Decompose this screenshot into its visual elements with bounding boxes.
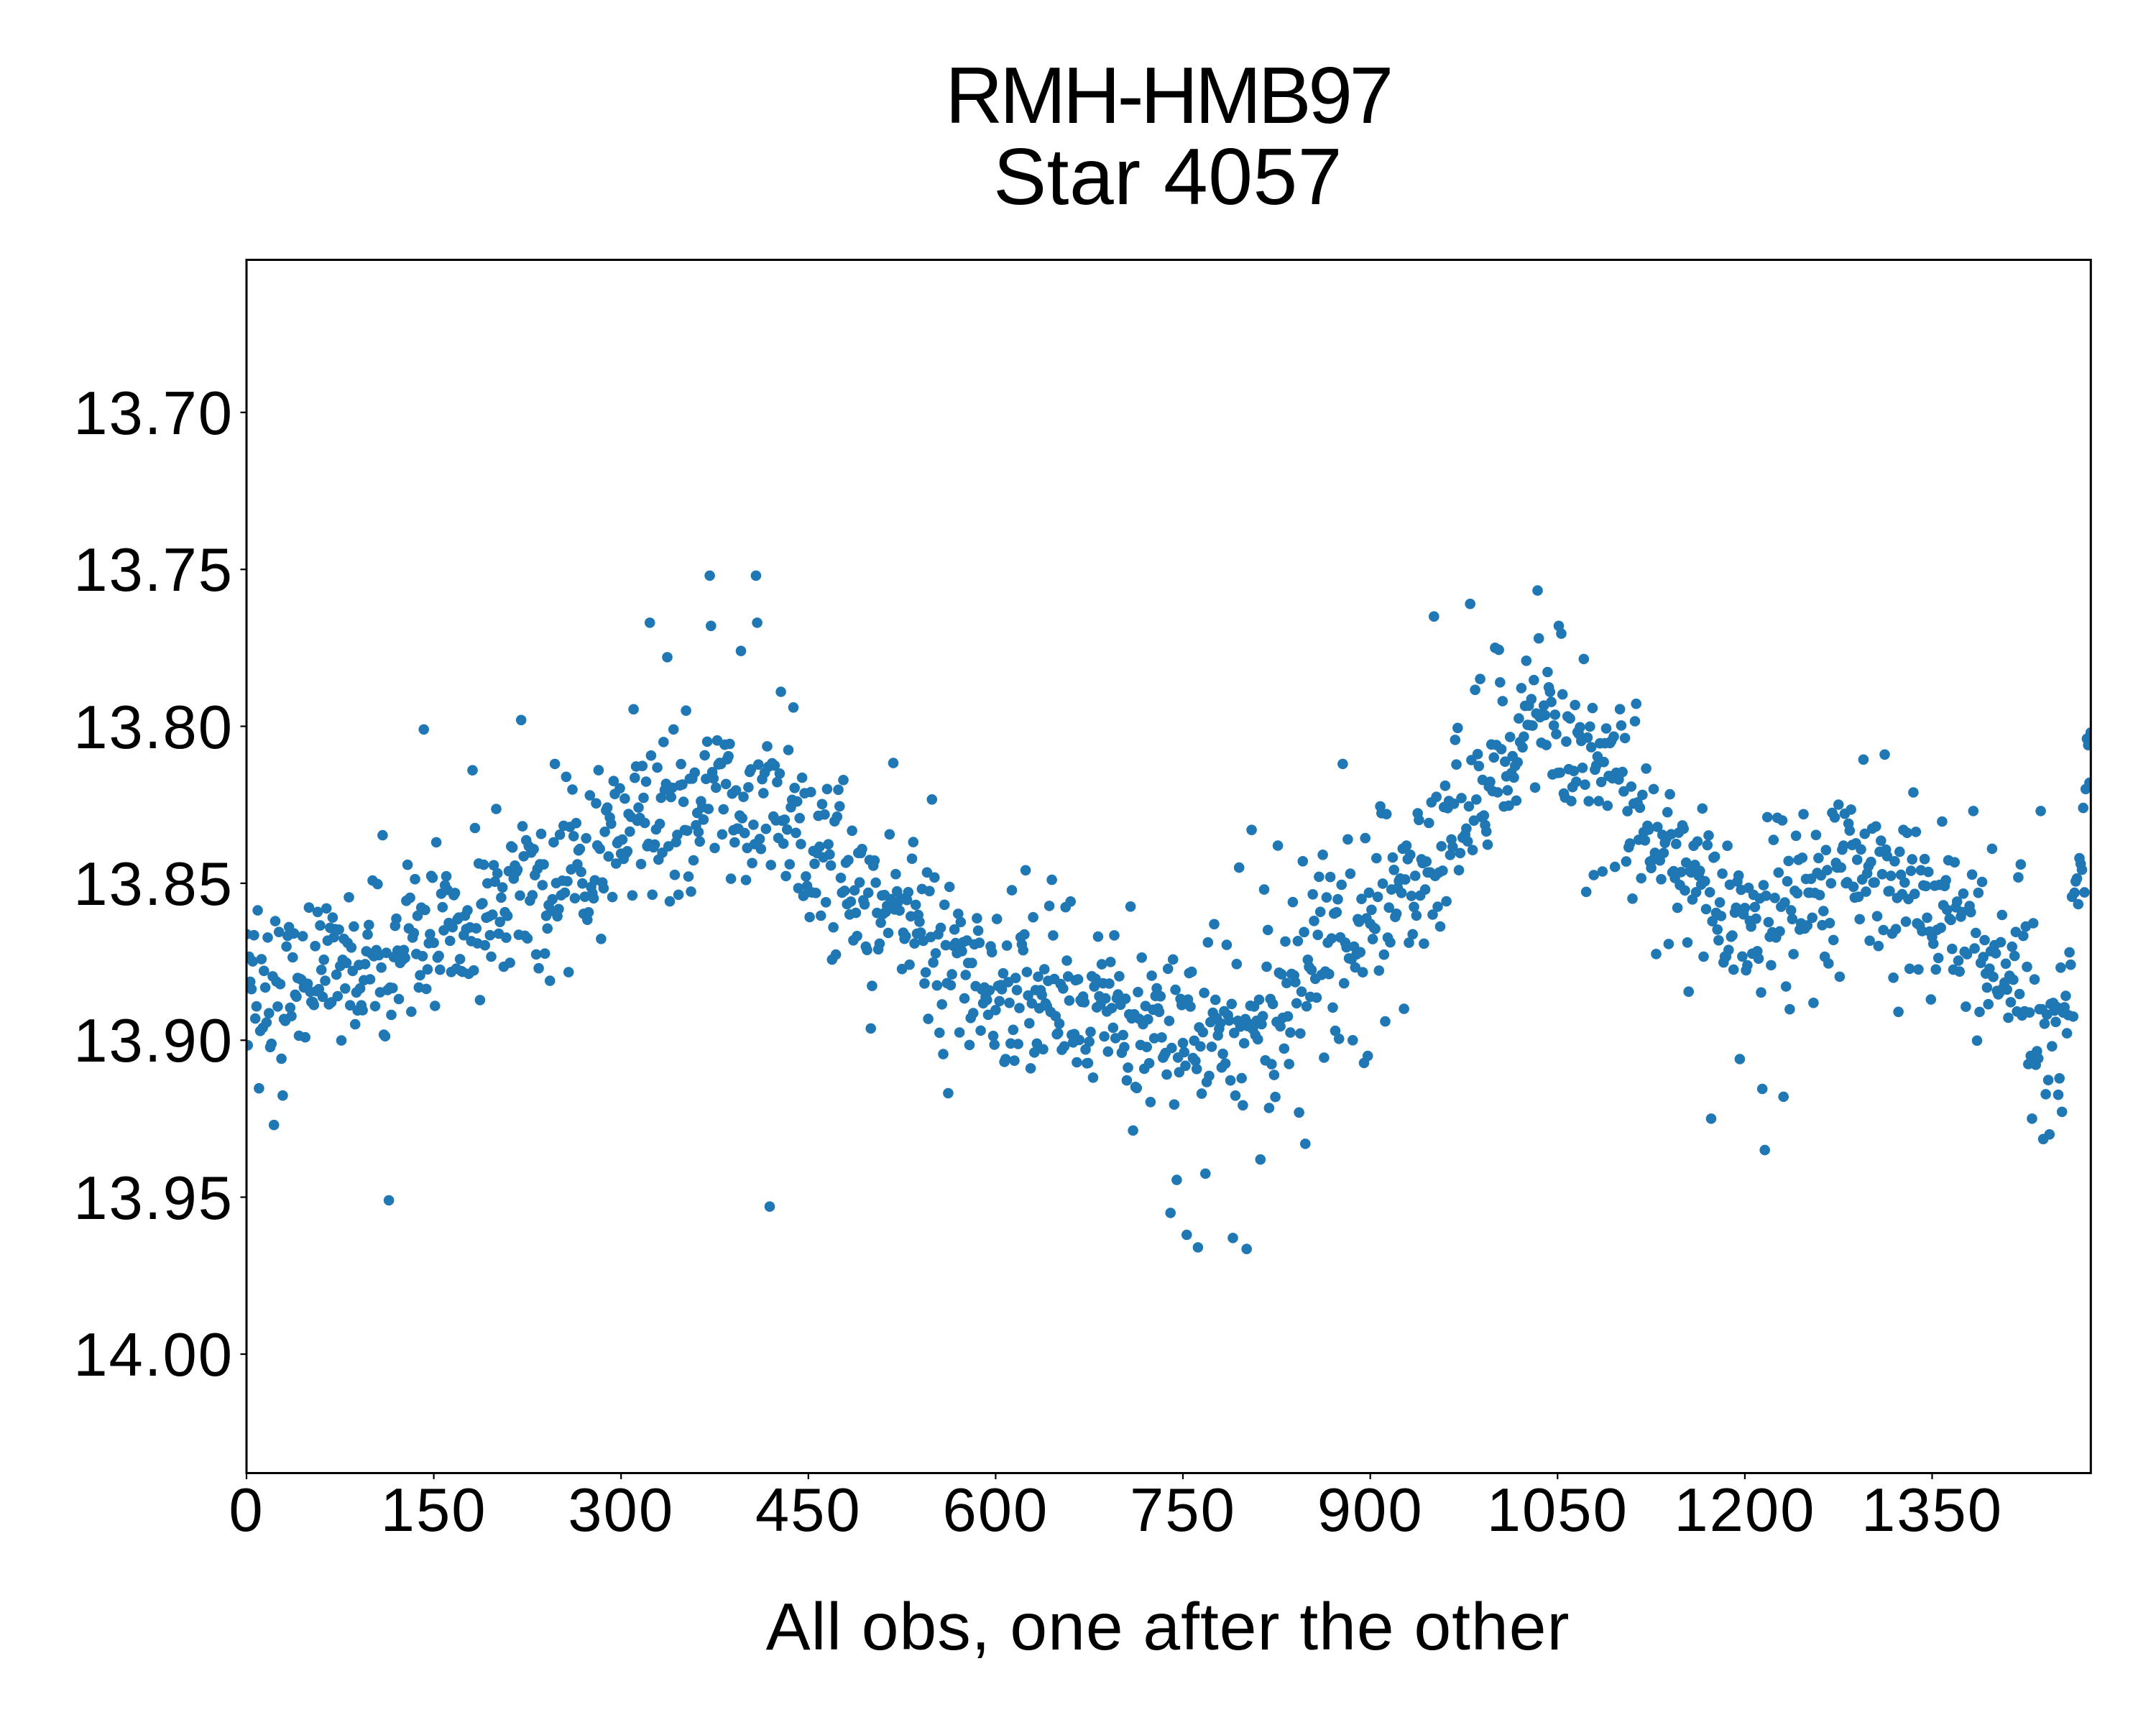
- svg-text:13.85: 13.85: [73, 850, 234, 919]
- svg-text:13.80: 13.80: [73, 694, 234, 762]
- svg-text:300: 300: [568, 1476, 674, 1545]
- svg-text:750: 750: [1130, 1476, 1236, 1545]
- svg-text:13.75: 13.75: [73, 536, 234, 604]
- svg-text:900: 900: [1317, 1476, 1424, 1545]
- svg-text:13.90: 13.90: [73, 1007, 234, 1075]
- svg-text:13.70: 13.70: [73, 380, 234, 448]
- svg-text:14.00: 14.00: [73, 1321, 234, 1389]
- svg-text:150: 150: [381, 1476, 487, 1545]
- svg-text:1350: 1350: [1861, 1476, 2003, 1545]
- svg-text:1050: 1050: [1487, 1476, 1628, 1545]
- svg-text:13.95: 13.95: [73, 1164, 234, 1233]
- svg-text:1200: 1200: [1674, 1476, 1815, 1545]
- svg-text:RMH-HMB97: RMH-HMB97: [945, 51, 1390, 140]
- svg-text:Star 4057: Star 4057: [993, 132, 1342, 221]
- svg-text:0: 0: [229, 1476, 264, 1545]
- svg-text:450: 450: [755, 1476, 862, 1545]
- svg-text:All obs, one after the other: All obs, one after the other: [766, 1589, 1570, 1664]
- svg-text:600: 600: [942, 1476, 1049, 1545]
